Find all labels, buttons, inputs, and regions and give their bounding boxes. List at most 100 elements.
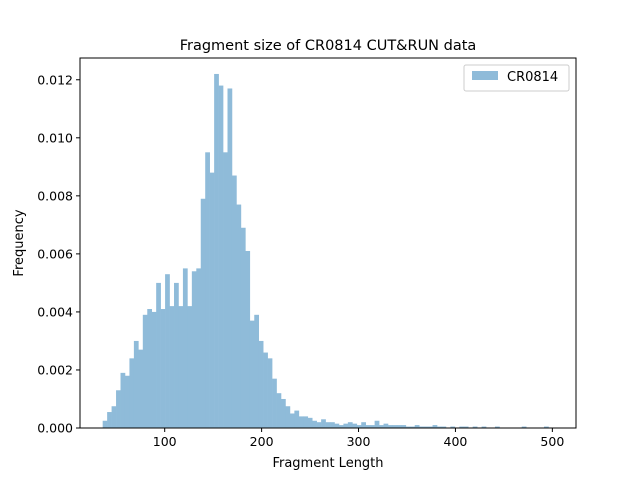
histogram-bar xyxy=(330,422,335,428)
histogram-bar xyxy=(196,268,202,428)
legend-label: CR0814 xyxy=(507,70,558,85)
histogram-bar xyxy=(174,282,179,428)
histogram-bar xyxy=(169,306,175,428)
histogram-bar xyxy=(120,372,126,428)
histogram-bar xyxy=(236,204,242,428)
histogram-bar xyxy=(191,271,197,428)
histogram-bar xyxy=(129,358,135,428)
histogram-bar xyxy=(263,352,268,428)
histogram-bar xyxy=(205,152,210,428)
histogram-bar xyxy=(396,425,402,428)
histogram-bar xyxy=(281,398,286,428)
histogram-bar xyxy=(347,422,353,428)
histogram-bar xyxy=(124,375,130,428)
histogram-bar xyxy=(361,422,366,428)
histogram-bar xyxy=(481,426,487,428)
x-tick-label: 100 xyxy=(153,434,177,449)
histogram-bar xyxy=(365,425,371,428)
histogram-bar xyxy=(405,426,411,428)
histogram-bar xyxy=(142,314,148,428)
histogram-bar xyxy=(231,175,237,428)
histogram-bar xyxy=(392,425,398,428)
histogram-bar xyxy=(147,309,153,428)
x-axis-ticks: 100 200 300 400 500 xyxy=(153,428,564,449)
histogram-bar xyxy=(325,422,331,428)
histogram-bar xyxy=(214,73,219,429)
y-tick-label: 0.012 xyxy=(37,72,73,87)
histogram-bar xyxy=(437,426,442,428)
histogram-bar xyxy=(200,198,206,428)
histogram-bar xyxy=(463,426,469,428)
y-axis-label: Frequency xyxy=(12,209,27,276)
histogram-bar xyxy=(178,306,184,428)
histogram-bar xyxy=(227,88,233,428)
histogram-bar xyxy=(414,425,420,428)
y-tick-label: 0.010 xyxy=(37,130,73,145)
histogram-bar xyxy=(133,340,139,428)
histogram-bar xyxy=(472,426,478,428)
histogram-bar xyxy=(223,152,228,428)
histogram-bar xyxy=(285,406,291,428)
histogram-bar xyxy=(165,274,170,428)
histogram-bar xyxy=(254,314,260,428)
histogram-bar xyxy=(494,426,500,428)
histogram-bar xyxy=(459,426,465,428)
histogram-bar xyxy=(343,423,349,428)
legend: CR0814 xyxy=(463,64,570,92)
histogram-bar xyxy=(379,425,384,428)
histogram-bar xyxy=(303,416,309,428)
histogram-bar xyxy=(401,425,407,428)
histogram-bar xyxy=(307,417,313,428)
histogram-bar xyxy=(298,416,304,428)
histogram-bar xyxy=(156,282,161,428)
y-tick-label: 0.002 xyxy=(37,362,73,377)
histogram-bar xyxy=(240,227,246,428)
x-tick-label: 200 xyxy=(250,434,274,449)
histogram-bar xyxy=(352,423,358,428)
y-tick-label: 0.008 xyxy=(37,188,73,203)
histogram-bar xyxy=(151,311,157,428)
y-tick-label: 0.004 xyxy=(37,304,73,319)
histogram-bar xyxy=(312,420,317,428)
histogram-bar xyxy=(160,309,166,428)
histogram-bar xyxy=(423,426,429,428)
chart-title: Fragment size of CR0814 CUT&RUN data xyxy=(180,38,477,54)
plot-frame xyxy=(79,57,577,429)
histogram-bar xyxy=(116,390,121,428)
histogram-bar xyxy=(267,358,273,428)
histogram-bar xyxy=(356,425,362,428)
histogram-bar xyxy=(187,306,193,428)
histogram-bar xyxy=(289,413,295,428)
legend-swatch xyxy=(472,71,498,80)
histogram-bar xyxy=(102,420,108,428)
histogram-bar xyxy=(258,340,264,428)
x-axis-label: Fragment Length xyxy=(272,456,383,471)
histogram-bar xyxy=(334,423,340,428)
histogram-bar xyxy=(410,426,416,428)
histogram-bar xyxy=(245,250,251,428)
histogram-bars xyxy=(102,73,549,429)
y-tick-label: 0.000 xyxy=(37,421,73,436)
histogram-bar xyxy=(107,412,112,428)
histogram-bar xyxy=(387,425,393,428)
histogram-bar xyxy=(182,268,188,428)
x-tick-label: 500 xyxy=(540,434,564,449)
histogram-bar xyxy=(272,378,277,428)
histogram-bar xyxy=(383,423,389,428)
histogram-bar xyxy=(419,426,424,428)
histogram-bar xyxy=(138,349,144,428)
histogram-bar xyxy=(544,426,549,428)
y-tick-label: 0.006 xyxy=(37,246,73,261)
histogram-bar xyxy=(450,426,456,428)
histogram-bar xyxy=(338,425,344,428)
histogram-bar xyxy=(521,426,527,428)
histogram-bar xyxy=(374,420,380,428)
histogram-bar xyxy=(428,426,433,428)
histogram-bar xyxy=(249,320,255,428)
histogram-bar xyxy=(209,172,215,428)
x-tick-label: 400 xyxy=(444,434,468,449)
histogram-bar xyxy=(294,410,300,428)
histogram-bar xyxy=(316,422,322,428)
histogram-bar xyxy=(111,406,117,428)
